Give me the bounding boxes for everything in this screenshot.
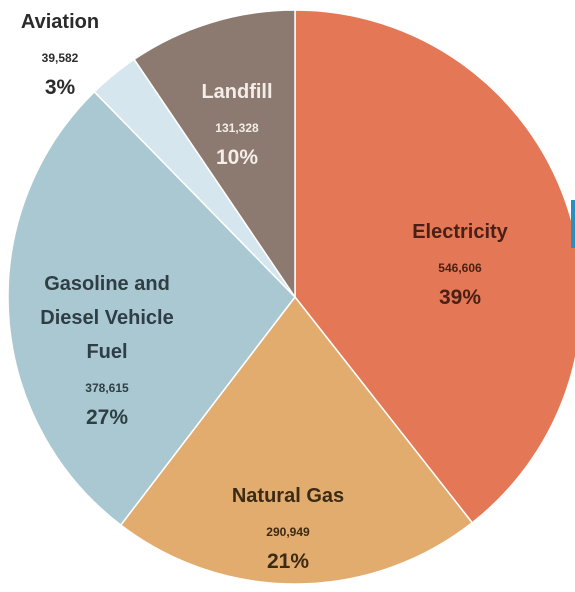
slice-label-electricity: Electricity — [412, 221, 508, 243]
slice-percent-gasoline-and-diesel-vehicle-fuel: 27% — [86, 406, 128, 429]
pie-slice-natural-gas — [119, 295, 474, 585]
slice-value-natural-gas: 290,949 — [266, 525, 310, 539]
pie-slice-landfill — [133, 9, 296, 300]
slice-label-gasoline-and-diesel-vehicle-fuel-line-2: Diesel Vehicle — [40, 307, 173, 329]
slice-percent-aviation: 3% — [45, 76, 76, 99]
pie-slice-electricity — [294, 9, 575, 524]
slice-label-gasoline-and-diesel-vehicle-fuel-line-3: Fuel — [86, 341, 127, 363]
slice-label-landfill: Landfill — [201, 81, 272, 103]
edge-accent-bar — [571, 200, 575, 248]
pie-labels: Electricity 546,606 39% Natural Gas 290,949 2… — [21, 11, 509, 573]
slice-percent-electricity: 39% — [439, 286, 481, 309]
slice-value-electricity: 546,606 — [438, 261, 482, 275]
slice-value-gasoline-and-diesel-vehicle-fuel: 378,615 — [85, 381, 129, 395]
pie-slices — [7, 9, 575, 585]
slice-percent-natural-gas: 21% — [267, 550, 309, 573]
slice-percent-landfill: 10% — [216, 146, 258, 169]
slice-value-landfill: 131,328 — [215, 121, 259, 135]
slice-value-aviation: 39,582 — [42, 51, 79, 65]
slice-label-gasoline-and-diesel-vehicle-fuel-line-1: Gasoline and — [44, 273, 170, 295]
slice-label-aviation: Aviation — [21, 11, 99, 33]
slice-label-natural-gas: Natural Gas — [232, 485, 344, 507]
pie-slice-gasoline-and-diesel-vehicle-fuel — [7, 90, 296, 527]
